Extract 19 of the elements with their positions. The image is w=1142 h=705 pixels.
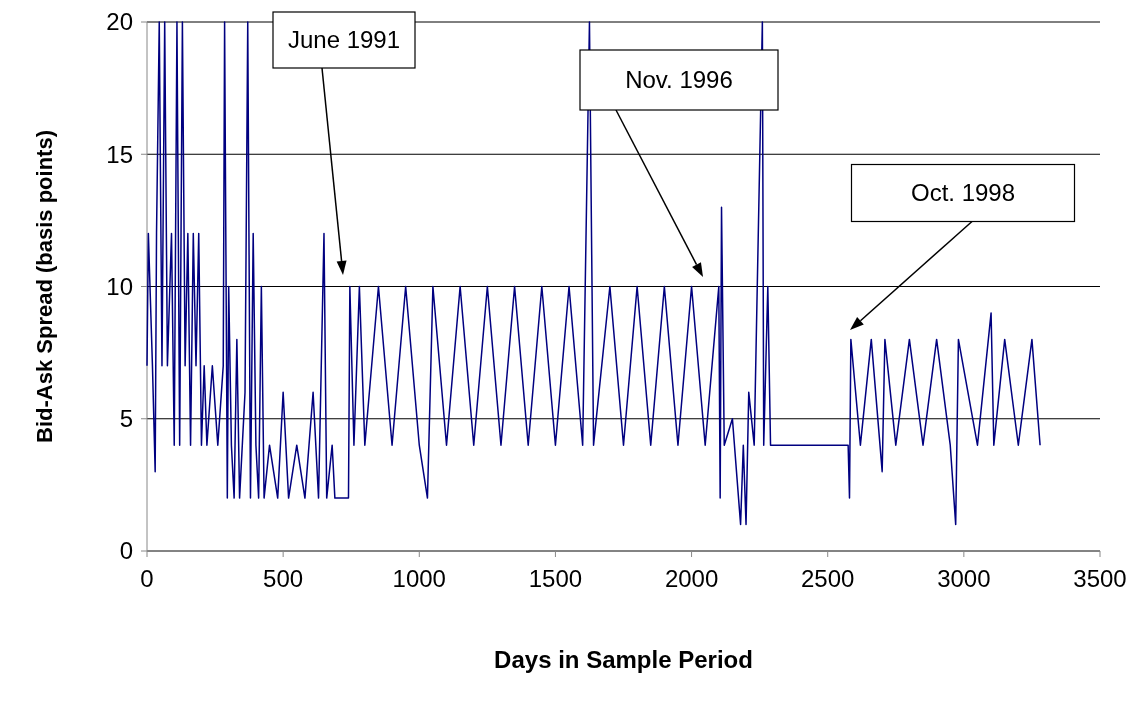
y-tick-label: 0 <box>119 537 133 565</box>
annotation: Oct. 1998 <box>910 179 1016 207</box>
y-axis-title: Bid-Ask Spread (basis points) <box>32 130 57 443</box>
y-tick-label: 15 <box>106 140 133 168</box>
y-tick-label: 20 <box>106 8 133 36</box>
x-tick-label: 1000 <box>392 565 446 592</box>
y-tick-label: 5 <box>119 405 133 433</box>
x-tick-label: 0 <box>140 565 154 592</box>
x-axis-title: Days in Sample Period <box>494 646 753 673</box>
x-tick-label: 2000 <box>664 565 719 592</box>
annotation: Nov. 1996 <box>625 66 733 94</box>
x-tick-label: 3000 <box>937 565 991 592</box>
x-tick-label: 2500 <box>801 565 855 592</box>
x-tick-label: 500 <box>263 565 304 592</box>
annotation: June 1991 <box>287 26 401 54</box>
x-tick-label: 1500 <box>528 565 583 592</box>
y-tick-label: 10 <box>106 272 133 300</box>
line-series <box>146 21 1041 526</box>
x-tick-label: 3500 <box>1073 565 1127 592</box>
